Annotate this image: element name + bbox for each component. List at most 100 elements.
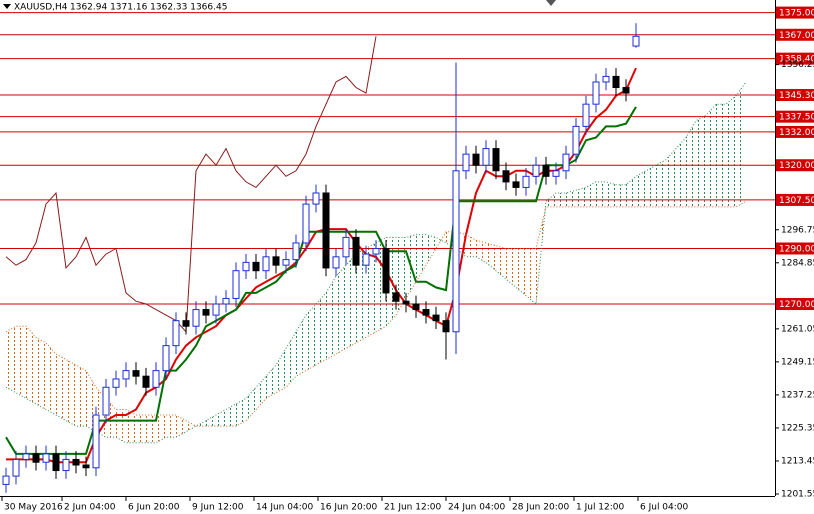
cloud-segment <box>646 165 656 207</box>
cloud-segment <box>516 248 526 296</box>
x-tick-label: 9 Jun 12:00 <box>192 503 244 513</box>
candle-body <box>92 414 100 469</box>
candle-body <box>602 75 610 83</box>
candle-body <box>162 345 170 372</box>
level-label-box <box>776 110 814 123</box>
cloud-segment <box>216 409 226 427</box>
x-tick-label: 24 Jun 04:00 <box>448 503 505 513</box>
cloud-segment <box>716 104 726 207</box>
cloud-segment <box>116 409 126 443</box>
candle-body <box>462 153 470 172</box>
candle-body <box>612 75 620 89</box>
candle-body <box>412 303 420 311</box>
level-label-box <box>776 193 814 206</box>
x-tick-label: 2 Jun 04:00 <box>64 503 116 513</box>
candle-body <box>362 253 370 266</box>
cloud-segment <box>286 331 296 388</box>
cloud-segment <box>476 240 486 263</box>
candle-body <box>562 153 570 172</box>
cloud-segment <box>356 248 366 343</box>
level-label-box <box>776 28 814 41</box>
cloud-segment <box>566 190 576 207</box>
candle-body <box>492 148 500 172</box>
candle-body <box>242 261 250 272</box>
cloud-segment <box>436 231 446 249</box>
cloud-segment <box>56 353 66 421</box>
candle-body <box>382 247 390 294</box>
candle-body <box>232 270 240 299</box>
candle-body <box>82 464 90 469</box>
cloud-segment <box>726 95 736 207</box>
candle-body <box>42 453 50 463</box>
candle-body <box>282 259 290 266</box>
candle-body <box>432 314 440 322</box>
cloud-segment <box>316 292 326 366</box>
cloud-segment <box>466 234 476 257</box>
y-tick-label: 1249.15 <box>781 357 814 367</box>
cloud-segment <box>136 415 146 443</box>
level-label: 1270.00 <box>779 300 814 310</box>
candle-body <box>522 175 530 188</box>
cloud-segment <box>256 376 266 410</box>
candle-body <box>352 236 360 266</box>
candle-body <box>482 148 490 166</box>
cloud-segment <box>676 137 686 207</box>
candle-body <box>582 103 590 127</box>
cloud-segment <box>326 276 336 360</box>
cloud-segment <box>506 248 516 288</box>
cloud-segment <box>636 170 646 207</box>
cloud-segment <box>166 415 176 438</box>
cloud-segment <box>266 365 276 399</box>
cloud-segment <box>706 104 716 207</box>
cloud-segment <box>246 387 256 421</box>
level-label: 1290.00 <box>779 244 814 254</box>
candle-body <box>182 320 190 327</box>
candle-body <box>302 203 310 244</box>
level-label: 1332.00 <box>779 128 814 138</box>
candle-body <box>532 164 540 177</box>
level-label: 1337.50 <box>779 113 814 123</box>
candle-body <box>542 164 550 177</box>
cloud-segment <box>336 265 346 354</box>
cloud-segment <box>576 187 586 207</box>
cloud-segment <box>496 245 506 280</box>
candle-body <box>32 453 40 463</box>
candle-body <box>122 370 130 380</box>
level-label-box <box>776 6 814 19</box>
cloud-segment <box>686 120 696 207</box>
candle-body <box>422 309 430 316</box>
candle-body <box>2 475 10 485</box>
cloud-segment <box>696 115 706 207</box>
candle-body <box>12 458 20 477</box>
candle-body <box>112 378 120 388</box>
cloud-segment <box>26 326 36 404</box>
candle-body <box>52 453 60 472</box>
candle-body <box>272 256 280 266</box>
cloud-segment <box>76 365 86 427</box>
candle-body <box>452 170 460 333</box>
level-label: 1358.40 <box>779 55 814 65</box>
candle-body <box>392 292 400 302</box>
cloud-segment <box>736 81 746 207</box>
cloud-segment <box>236 398 246 427</box>
candle-body <box>342 236 350 258</box>
candle-body <box>212 303 220 316</box>
ohlc-caption: 1362.94 1371.16 1362.33 1366.45 <box>70 3 227 13</box>
candle-body <box>502 170 510 183</box>
span-b-line <box>5 200 747 427</box>
candle-body <box>172 320 180 347</box>
y-tick-label: 1356.25 <box>781 60 814 70</box>
candle-body <box>322 192 330 269</box>
x-tick-label: 30 May 2016 <box>4 503 63 513</box>
x-tick-label: 21 Jun 12:00 <box>384 503 441 513</box>
cloud-segment <box>16 326 26 399</box>
candle-body <box>512 181 520 188</box>
cloud-segment <box>156 415 166 443</box>
candle-body <box>372 247 380 255</box>
chart-title: XAUUSD,H4 <box>14 3 68 13</box>
cloud-segment <box>146 415 156 443</box>
cloud-segment <box>416 234 426 282</box>
cloud-segment <box>6 326 16 393</box>
cloud-segment <box>426 234 436 266</box>
